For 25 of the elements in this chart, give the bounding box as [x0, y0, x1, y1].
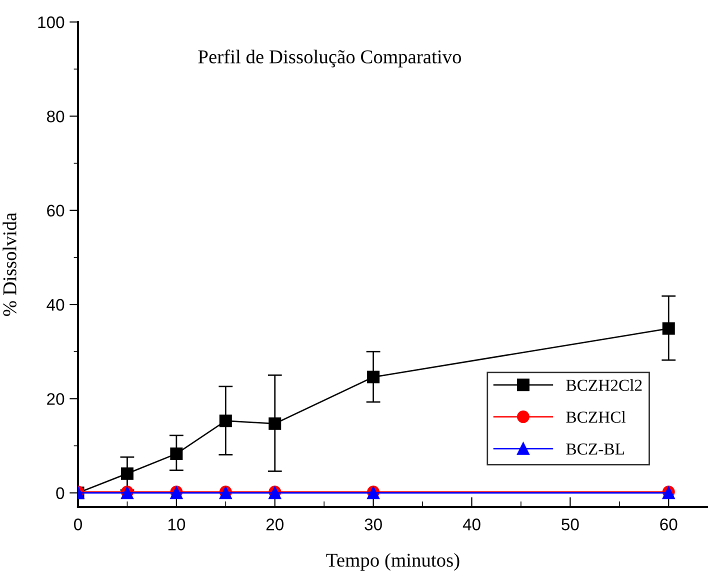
y-tick-label: 20	[47, 393, 64, 405]
x-tick-label: 40	[462, 518, 480, 530]
y-axis-title: % Dissolvida	[2, 212, 16, 316]
x-tick-label: 50	[562, 518, 579, 530]
point	[268, 417, 282, 430]
text: Perfil de Dissolução Comparativo	[198, 50, 462, 68]
point	[219, 414, 232, 428]
y-tick-label: 0	[56, 487, 64, 500]
x-tick-label: 60	[660, 518, 678, 530]
x-tick-label: 10	[168, 518, 186, 530]
x-axis-title: Tempo (minutos)	[326, 553, 460, 571]
point	[120, 467, 134, 480]
y-tick-label: 40	[46, 298, 64, 311]
legend-label: BCZH2Cl2	[566, 379, 642, 391]
x-tick-label: 0	[74, 518, 82, 530]
legend-label: BCZ-BL	[566, 443, 624, 455]
y-tick-label: 60	[47, 204, 64, 217]
point	[367, 370, 380, 384]
x-tick-label: 30	[364, 518, 382, 530]
point	[170, 448, 183, 460]
point	[662, 322, 675, 335]
x-tick-label: 20	[266, 518, 284, 530]
y-tick-label: 100	[38, 16, 64, 28]
legend-label: BCZHCl	[566, 411, 626, 423]
y-tick-label: 80	[46, 110, 64, 122]
